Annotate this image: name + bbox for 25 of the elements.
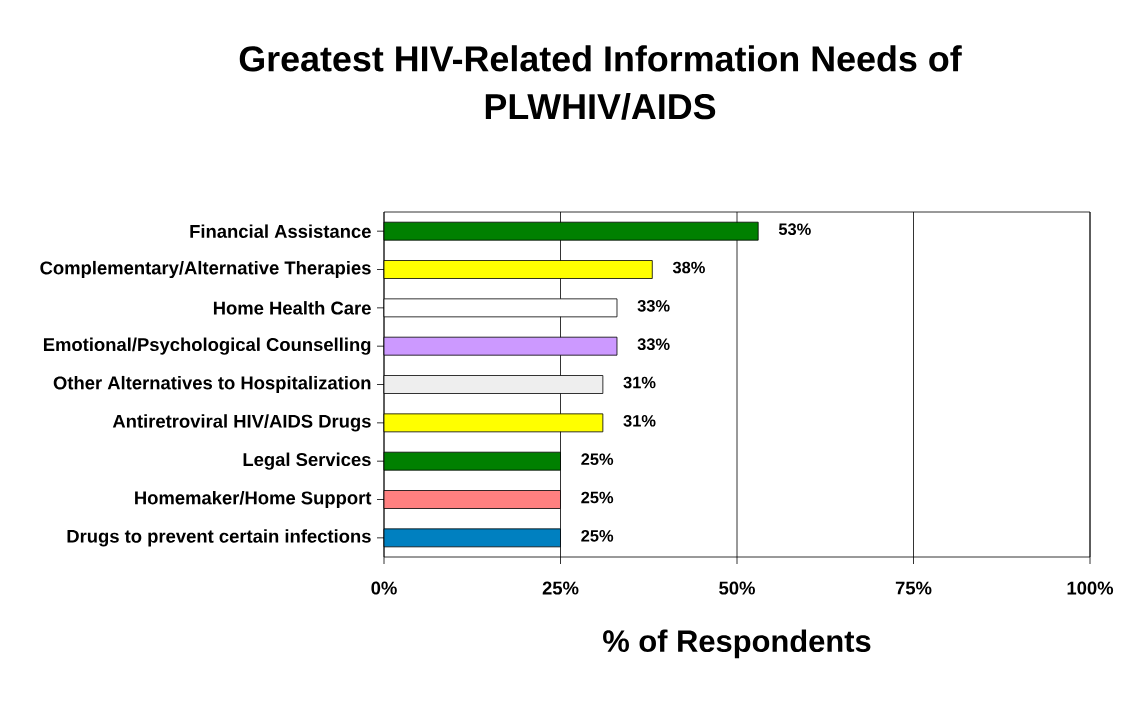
- data-label: 25%: [581, 491, 614, 504]
- x-axis-title: % of Respondents: [603, 629, 871, 659]
- x-tick-label: 25%: [542, 581, 579, 595]
- data-label: 25%: [581, 530, 614, 542]
- data-label: 31%: [623, 376, 656, 389]
- y-tick-label: Complementary/Alternative Therapies: [40, 260, 371, 279]
- y-tick-label: Home Health Care: [213, 301, 371, 315]
- data-label: 53%: [778, 223, 811, 236]
- y-tick-label: Emotional/Psychological Counselling: [43, 337, 371, 355]
- y-tick-label: Homemaker/Home Support: [135, 490, 372, 509]
- y-tick-label: Financial Assistance: [190, 224, 371, 238]
- y-tick-label: Antiretroviral HIV/AIDS Drugs: [112, 414, 371, 432]
- data-label: 25%: [581, 453, 614, 465]
- x-tick-label: 75%: [895, 581, 932, 595]
- x-tick-label: 100%: [1067, 581, 1114, 595]
- data-label: 33%: [637, 300, 670, 312]
- data-label: 33%: [637, 338, 670, 351]
- x-tick-label: 50%: [719, 581, 755, 595]
- data-label: 38%: [672, 261, 705, 274]
- chart-title: Greatest HIV-Related Information Needs of PLWHIV/AIDS: [239, 45, 962, 120]
- y-tick-label: Other Alternatives to Hospitalization: [53, 375, 371, 394]
- y-tick-label: Drugs to prevent certain infections: [67, 529, 371, 547]
- x-tick-label: 0%: [371, 581, 397, 595]
- y-tick-label: Legal Services: [243, 452, 371, 470]
- data-label: 31%: [623, 415, 656, 427]
